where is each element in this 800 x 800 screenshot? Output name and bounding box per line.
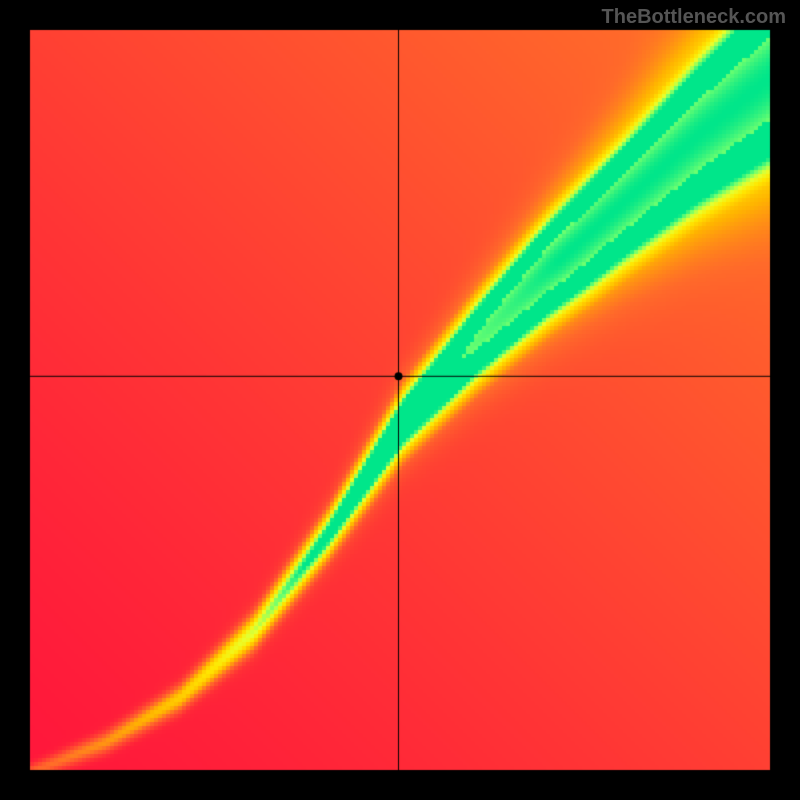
bottleneck-heatmap	[0, 0, 800, 800]
chart-container: TheBottleneck.com	[0, 0, 800, 800]
watermark-text: TheBottleneck.com	[602, 6, 786, 29]
